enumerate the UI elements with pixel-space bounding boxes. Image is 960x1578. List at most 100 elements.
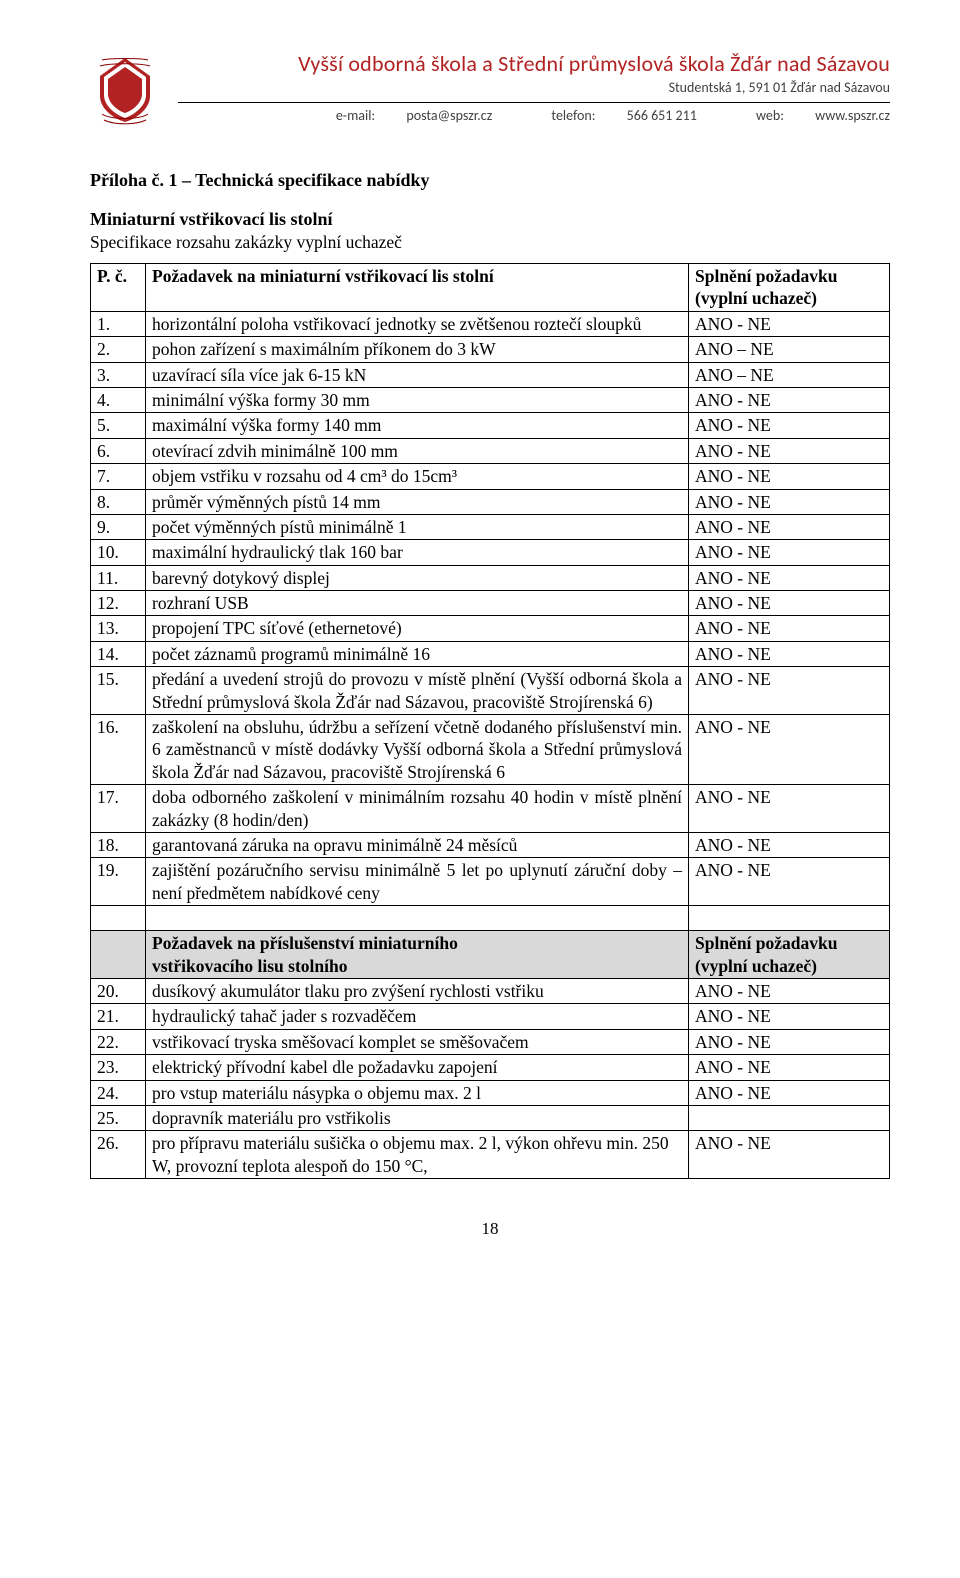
row-requirement: předání a uvedení strojů do provozu v mí…	[146, 667, 689, 715]
row-answer: ANO - NE	[689, 1004, 890, 1029]
web-value: www.spszr.cz	[815, 107, 890, 124]
row-number: 9.	[91, 514, 146, 539]
table-row: 3.uzavírací síla více jak 6-15 kNANO – N…	[91, 362, 890, 387]
row-number: 18.	[91, 832, 146, 857]
row-number: 10.	[91, 540, 146, 565]
table-header2-row: Požadavek na příslušenství miniaturníhov…	[91, 931, 890, 979]
row-answer: ANO - NE	[689, 591, 890, 616]
row-number: 25.	[91, 1105, 146, 1130]
row-requirement: pohon zařízení s maximálním příkonem do …	[146, 337, 689, 362]
row-number: 2.	[91, 337, 146, 362]
document-title: Příloha č. 1 – Technická specifikace nab…	[90, 170, 890, 191]
row-requirement: počet výměnných pístů minimálně 1	[146, 514, 689, 539]
row-requirement: doba odborného zaškolení v minimálním ro…	[146, 785, 689, 833]
table-row: 25.dopravník materiálu pro vstřikolis	[91, 1105, 890, 1130]
row-requirement: barevný dotykový displej	[146, 565, 689, 590]
row-number: 3.	[91, 362, 146, 387]
row-requirement: maximální hydraulický tlak 160 bar	[146, 540, 689, 565]
table-row: 6.otevírací zdvih minimálně 100 mmANO - …	[91, 438, 890, 463]
row-number: 8.	[91, 489, 146, 514]
row-answer: ANO - NE	[689, 785, 890, 833]
table-row: 16.zaškolení na obsluhu, údržbu a seříze…	[91, 715, 890, 785]
row-answer: ANO - NE	[689, 489, 890, 514]
row-requirement: objem vstřiku v rozsahu od 4 cm³ do 15cm…	[146, 464, 689, 489]
row-answer: ANO - NE	[689, 1029, 890, 1054]
table-row: 22.vstřikovací tryska směšovací komplet …	[91, 1029, 890, 1054]
row-number: 17.	[91, 785, 146, 833]
row-requirement: minimální výška formy 30 mm	[146, 387, 689, 412]
table-row: 13.propojení TPC síťové (ethernetové)ANO…	[91, 616, 890, 641]
row-requirement: maximální výška formy 140 mm	[146, 413, 689, 438]
row-number: 7.	[91, 464, 146, 489]
table-row: 8.průměr výměnných pístů 14 mmANO - NE	[91, 489, 890, 514]
row-number: 11.	[91, 565, 146, 590]
row-answer: ANO - NE	[689, 413, 890, 438]
row-answer: ANO - NE	[689, 311, 890, 336]
row-requirement: otevírací zdvih minimálně 100 mm	[146, 438, 689, 463]
specification-table: P. č.Požadavek na miniaturní vstřikovací…	[90, 263, 890, 1179]
row-number: 5.	[91, 413, 146, 438]
table-row: 1.horizontální poloha vstřikovací jednot…	[91, 311, 890, 336]
row-answer: ANO - NE	[689, 438, 890, 463]
row-requirement: zajištění pozáručního servisu minimálně …	[146, 858, 689, 906]
row-number: 1.	[91, 311, 146, 336]
table-row: 23.elektrický přívodní kabel dle požadav…	[91, 1055, 890, 1080]
row-requirement: uzavírací síla více jak 6-15 kN	[146, 362, 689, 387]
letterhead: Vyšší odborná škola a Střední průmyslová…	[90, 50, 890, 164]
row-answer: ANO - NE	[689, 667, 890, 715]
school-logo	[90, 50, 160, 133]
row-answer: ANO - NE	[689, 1080, 890, 1105]
row-requirement: pro vstup materiálu násypka o objemu max…	[146, 1080, 689, 1105]
email-label: e-mail:	[336, 107, 375, 124]
phone-value: 566 651 211	[627, 107, 697, 124]
section-subtitle: Specifikace rozsahu zakázky vyplní uchaz…	[90, 232, 890, 253]
row-answer: ANO - NE	[689, 464, 890, 489]
row-number: 15.	[91, 667, 146, 715]
row-requirement: hydraulický tahač jader s rozvaděčem	[146, 1004, 689, 1029]
row-requirement: vstřikovací tryska směšovací komplet se …	[146, 1029, 689, 1054]
row-number: 21.	[91, 1004, 146, 1029]
table-row: 4.minimální výška formy 30 mmANO - NE	[91, 387, 890, 412]
row-requirement: zaškolení na obsluhu, údržbu a seřízení …	[146, 715, 689, 785]
table-row: 17.doba odborného zaškolení v minimálním…	[91, 785, 890, 833]
row-answer: ANO - NE	[689, 641, 890, 666]
row-requirement: dopravník materiálu pro vstřikolis	[146, 1105, 689, 1130]
row-answer: ANO - NE	[689, 565, 890, 590]
row-answer: ANO - NE	[689, 832, 890, 857]
table-spacer-row	[91, 906, 890, 931]
row-number: 16.	[91, 715, 146, 785]
table-row: 26.pro přípravu materiálu sušička o obje…	[91, 1131, 890, 1179]
row-answer: ANO - NE	[689, 514, 890, 539]
table-row: 18.garantovaná záruka na opravu minimáln…	[91, 832, 890, 857]
table-row: 11.barevný dotykový displejANO - NE	[91, 565, 890, 590]
row-number: 26.	[91, 1131, 146, 1179]
col-header2-requirement: Požadavek na příslušenství miniaturníhov…	[146, 931, 689, 979]
table-row: 12.rozhraní USBANO - NE	[91, 591, 890, 616]
col-header-requirement: Požadavek na miniaturní vstřikovací lis …	[146, 264, 689, 312]
row-number: 4.	[91, 387, 146, 412]
col-header2-fulfilment: Splnění požadavku(vyplní uchazeč)	[689, 931, 890, 979]
row-answer: ANO - NE	[689, 715, 890, 785]
row-number: 24.	[91, 1080, 146, 1105]
row-answer: ANO - NE	[689, 978, 890, 1003]
school-address: Studentská 1, 591 01 Žďár nad Sázavou	[178, 79, 890, 96]
row-requirement: propojení TPC síťové (ethernetové)	[146, 616, 689, 641]
web-label: web:	[756, 107, 784, 124]
section-title: Miniaturní vstřikovací lis stolní	[90, 209, 890, 230]
row-requirement: elektrický přívodní kabel dle požadavku …	[146, 1055, 689, 1080]
row-number: 6.	[91, 438, 146, 463]
school-name: Vyšší odborná škola a Střední průmyslová…	[178, 50, 890, 77]
row-requirement: počet záznamů programů minimálně 16	[146, 641, 689, 666]
row-requirement: horizontální poloha vstřikovací jednotky…	[146, 311, 689, 336]
table-row: 24.pro vstup materiálu násypka o objemu …	[91, 1080, 890, 1105]
row-answer: ANO – NE	[689, 362, 890, 387]
table-row: 15.předání a uvedení strojů do provozu v…	[91, 667, 890, 715]
letterhead-contacts: e-mail: posta@spszr.cz telefon: 566 651 …	[178, 107, 890, 124]
email-value: posta@spszr.cz	[406, 107, 492, 124]
row-answer	[689, 1105, 890, 1130]
row-requirement: pro přípravu materiálu sušička o objemu …	[146, 1131, 689, 1179]
table-header-row: P. č.Požadavek na miniaturní vstřikovací…	[91, 264, 890, 312]
table-row: 10.maximální hydraulický tlak 160 barANO…	[91, 540, 890, 565]
row-number: 12.	[91, 591, 146, 616]
table-row: 14.počet záznamů programů minimálně 16AN…	[91, 641, 890, 666]
